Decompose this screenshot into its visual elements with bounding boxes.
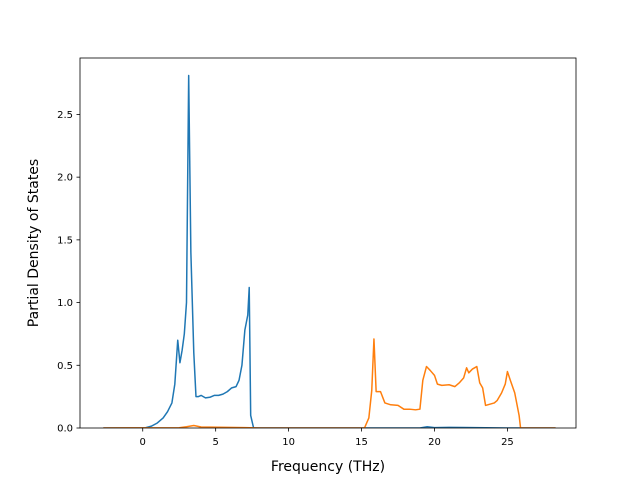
x-tick-label: 15 — [355, 437, 368, 448]
plot-area — [79, 57, 577, 429]
x-tick-label: 20 — [428, 437, 441, 448]
x-tick-label: 5 — [212, 437, 218, 448]
x-tick-label: 0 — [140, 437, 146, 448]
x-tick-label: 10 — [282, 437, 295, 448]
y-axis-ticks: 0.0 0.5 1.0 1.5 2.0 2.5 — [57, 110, 80, 435]
y-axis-label: Partial Density of States — [26, 159, 42, 327]
y-tick-label: 2.5 — [57, 110, 73, 121]
axes-frame — [79, 57, 577, 429]
series-line-1 — [103, 74, 556, 428]
y-tick-label: 2.0 — [57, 173, 73, 184]
x-tick-label: 25 — [501, 437, 514, 448]
series-line-2 — [103, 338, 556, 428]
series-layer — [103, 74, 556, 428]
x-axis-ticks: 0 5 10 15 20 25 — [140, 428, 514, 448]
x-axis-label: Frequency (THz) — [271, 459, 385, 475]
y-tick-label: 0.0 — [57, 424, 73, 435]
y-tick-label: 1.5 — [57, 235, 73, 246]
y-tick-label: 0.5 — [57, 361, 73, 372]
y-tick-label: 1.0 — [57, 298, 73, 309]
